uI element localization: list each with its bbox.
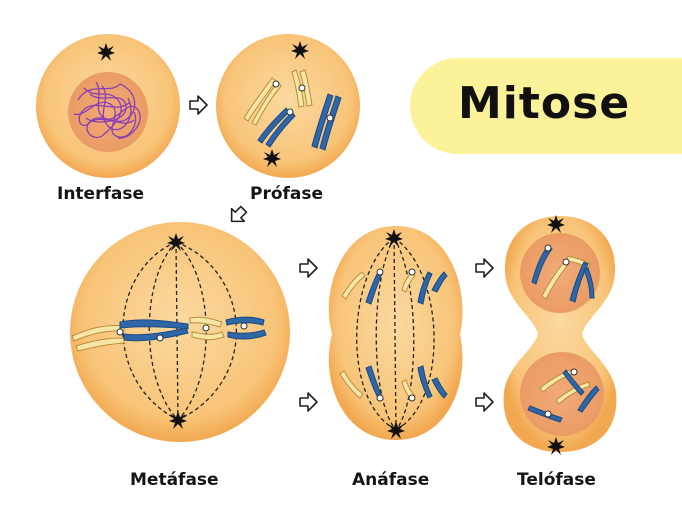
arrow-anafase-to-telofase-top-icon	[475, 258, 494, 278]
label-anafase: Anáfase	[352, 470, 430, 490]
profase-chromosomes	[243, 69, 342, 151]
label-interfase: Interfase	[57, 184, 144, 204]
title-banner	[410, 58, 682, 154]
metafase-cell	[70, 222, 290, 442]
arrow-profase-to-metafase-icon	[224, 202, 251, 229]
arrow-anafase-to-telofase-bottom-icon	[475, 392, 494, 412]
anafase-cell	[328, 226, 463, 440]
anafase-spindle	[356, 237, 435, 431]
telofase-top-chromosomes	[531, 244, 595, 303]
arrow-metafase-to-anafase-top-icon	[299, 258, 318, 278]
metaphase-plate-chromosomes	[71, 316, 267, 352]
telofase-cells	[503, 215, 617, 455]
label-metafase: Metáfase	[130, 470, 219, 490]
interfase-cell	[36, 34, 180, 178]
arrow-interfase-to-profase-icon	[189, 95, 208, 115]
telofase-bottom-chromosomes	[527, 368, 600, 423]
profase-cell	[216, 34, 360, 178]
anafase-chromosomes	[339, 268, 448, 402]
arrow-metafase-to-anafase-bottom-icon	[299, 392, 318, 412]
diagram-title: Mitose	[458, 78, 631, 129]
label-profase: Prófase	[250, 184, 324, 204]
interfase-nucleus	[68, 72, 148, 152]
chromatin	[73, 81, 141, 139]
label-telofase: Telófase	[517, 470, 596, 490]
